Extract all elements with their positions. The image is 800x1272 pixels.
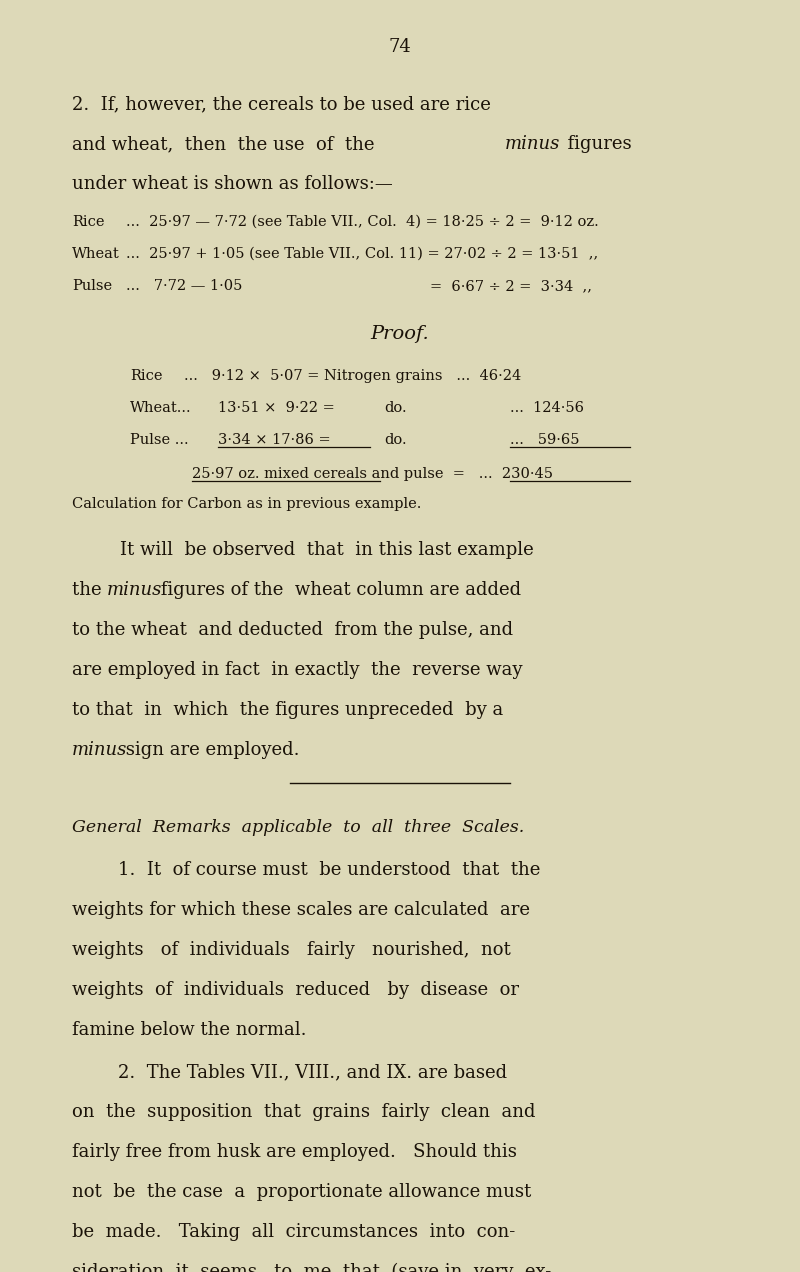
Text: minus: minus (72, 742, 127, 759)
Text: 2.  The Tables VII., VIII., and IX. are based: 2. The Tables VII., VIII., and IX. are b… (118, 1063, 507, 1081)
Text: Pulse ...: Pulse ... (130, 432, 189, 446)
Text: do.: do. (384, 401, 406, 415)
Text: be  made.   Taking  all  circumstances  into  con-: be made. Taking all circumstances into c… (72, 1222, 515, 1241)
Text: weights for which these scales are calculated  are: weights for which these scales are calcu… (72, 901, 530, 918)
Text: Rice: Rice (130, 369, 162, 383)
Text: minus: minus (505, 135, 560, 153)
Text: Wheat...: Wheat... (130, 401, 192, 415)
Text: not  be  the case  a  proportionate allowance must: not be the case a proportionate allowanc… (72, 1183, 531, 1201)
Text: 25·97 oz. mixed cereals and pulse  =   ...  230·45: 25·97 oz. mixed cereals and pulse = ... … (192, 467, 553, 481)
Text: weights   of  individuals   fairly   nourished,  not: weights of individuals fairly nourished,… (72, 941, 510, 959)
Text: 3·34 × 17·86 =: 3·34 × 17·86 = (218, 432, 330, 446)
Text: Proof.: Proof. (370, 326, 430, 343)
Text: weights  of  individuals  reduced   by  disease  or: weights of individuals reduced by diseas… (72, 981, 519, 999)
Text: Calculation for Carbon as in previous example.: Calculation for Carbon as in previous ex… (72, 497, 422, 511)
Text: minus: minus (107, 581, 162, 599)
Text: ...  25·97 — 7·72 (see Table VII., Col.  4) = 18·25 ÷ 2 =  9·12 oz.: ... 25·97 — 7·72 (see Table VII., Col. 4… (126, 215, 598, 229)
Text: Rice: Rice (72, 215, 105, 229)
Text: Pulse: Pulse (72, 279, 112, 293)
Text: It will  be observed  that  in this last example: It will be observed that in this last ex… (120, 541, 534, 558)
Text: under wheat is shown as follows:—: under wheat is shown as follows:— (72, 176, 393, 193)
Text: ...   59·65: ... 59·65 (510, 432, 579, 446)
Text: on  the  supposition  that  grains  fairly  clean  and: on the supposition that grains fairly cl… (72, 1103, 535, 1121)
Text: are employed in fact  in exactly  the  reverse way: are employed in fact in exactly the reve… (72, 661, 522, 679)
Text: fairly free from husk are employed.   Should this: fairly free from husk are employed. Shou… (72, 1144, 517, 1161)
Text: General  Remarks  applicable  to  all  three  Scales.: General Remarks applicable to all three … (72, 819, 524, 836)
Text: ...   9·12 ×  5·07 = Nitrogen grains   ...  46·24: ... 9·12 × 5·07 = Nitrogen grains ... 46… (184, 369, 522, 383)
Text: and wheat,  then  the use  of  the: and wheat, then the use of the (72, 135, 380, 153)
Text: figures: figures (556, 135, 632, 153)
Text: Wheat: Wheat (72, 247, 120, 261)
Text: sign are employed.: sign are employed. (120, 742, 299, 759)
Text: ...   7·72 — 1·05: ... 7·72 — 1·05 (126, 279, 242, 293)
Text: do.: do. (384, 432, 406, 446)
Text: 1.  It  of course must  be understood  that  the: 1. It of course must be understood that … (118, 861, 540, 879)
Text: sideration  it  seems   to  me  that  (save in  very  ex-: sideration it seems to me that (save in … (72, 1263, 551, 1272)
Text: ...  25·97 + 1·05 (see Table VII., Col. 11) = 27·02 ÷ 2 = 13·51  ,,: ... 25·97 + 1·05 (see Table VII., Col. 1… (126, 247, 598, 261)
Text: 13·51 ×  9·22 =: 13·51 × 9·22 = (218, 401, 334, 415)
Text: to the wheat  and deducted  from the pulse, and: to the wheat and deducted from the pulse… (72, 621, 513, 639)
Text: figures of the  wheat column are added: figures of the wheat column are added (155, 581, 521, 599)
Text: 74: 74 (389, 38, 411, 56)
Text: famine below the normal.: famine below the normal. (72, 1021, 306, 1039)
Text: =  6·67 ÷ 2 =  3·34  ,,: = 6·67 ÷ 2 = 3·34 ,, (430, 279, 592, 293)
Text: the: the (72, 581, 107, 599)
Text: ...  124·56: ... 124·56 (510, 401, 584, 415)
Text: 2.  If, however, the cereals to be used are rice: 2. If, however, the cereals to be used a… (72, 95, 491, 113)
Text: to that  in  which  the figures unpreceded  by a: to that in which the figures unpreceded … (72, 701, 503, 719)
